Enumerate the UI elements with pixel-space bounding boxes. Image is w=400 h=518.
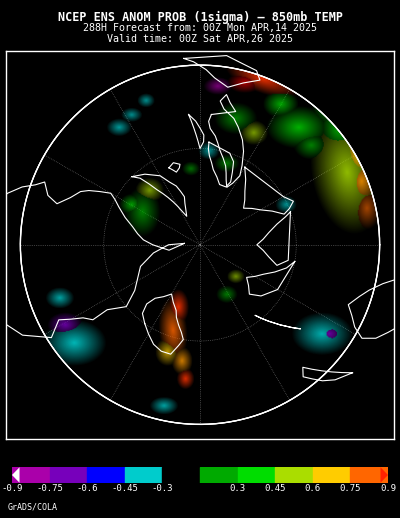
Text: 0.9: 0.9 xyxy=(380,484,396,493)
Text: NCEP ENS ANOM PROB (1sigma) – 850mb TEMP: NCEP ENS ANOM PROB (1sigma) – 850mb TEMP xyxy=(58,11,342,24)
Text: -0.75: -0.75 xyxy=(36,484,63,493)
Text: 0.6: 0.6 xyxy=(305,484,321,493)
Bar xyxy=(50,467,87,483)
Text: 0.45: 0.45 xyxy=(264,484,286,493)
Text: -0.3: -0.3 xyxy=(152,484,173,493)
Polygon shape xyxy=(380,467,388,483)
Text: GrADS/COLA: GrADS/COLA xyxy=(8,503,58,512)
Text: 0.75: 0.75 xyxy=(340,484,361,493)
Text: -0.45: -0.45 xyxy=(111,484,138,493)
Text: 0.3: 0.3 xyxy=(230,484,246,493)
Polygon shape xyxy=(12,467,20,483)
Bar xyxy=(238,467,275,483)
Text: -0.9: -0.9 xyxy=(1,484,23,493)
Bar xyxy=(162,467,200,483)
Bar xyxy=(275,467,313,483)
Text: 288H Forecast from: 00Z Mon APR,14 2025: 288H Forecast from: 00Z Mon APR,14 2025 xyxy=(83,23,317,33)
Text: Valid time: 00Z Sat APR,26 2025: Valid time: 00Z Sat APR,26 2025 xyxy=(107,34,293,44)
Bar xyxy=(200,467,238,483)
Polygon shape xyxy=(20,65,380,424)
Bar xyxy=(87,467,125,483)
Bar xyxy=(12,467,50,483)
Bar xyxy=(313,467,350,483)
Bar xyxy=(350,467,388,483)
Text: -0.6: -0.6 xyxy=(76,484,98,493)
Bar xyxy=(125,467,162,483)
